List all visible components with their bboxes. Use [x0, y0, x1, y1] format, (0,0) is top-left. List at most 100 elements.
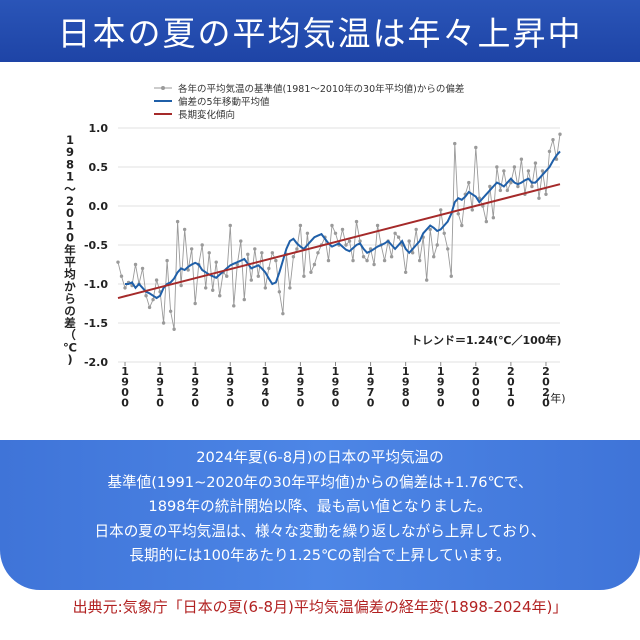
annual-point — [316, 251, 320, 255]
annual-point — [498, 188, 503, 193]
annual-point — [393, 231, 397, 235]
annual-point — [382, 258, 387, 263]
annual-point — [547, 149, 552, 154]
annual-point — [375, 223, 380, 228]
annual-point — [491, 216, 496, 220]
info-line: 基準値(1991~2020年の30年平均値)からの偏差は+1.76℃で、 — [107, 473, 533, 491]
annual-point — [274, 258, 278, 263]
annual-point — [410, 251, 415, 255]
annual-point — [242, 297, 246, 302]
annual-point — [123, 286, 127, 290]
series-moving-average — [125, 150, 561, 300]
annual-point — [179, 283, 183, 288]
annual-point — [460, 223, 464, 228]
annual-point — [140, 266, 145, 271]
y-axis-label: 1 9 8 1 ～ 2 0 1 0 年平均からの差（℃) — [63, 133, 77, 367]
annual-point — [558, 132, 562, 136]
annual-point — [396, 235, 401, 239]
annual-point — [147, 305, 152, 310]
info-panel: 2024年夏(6-8月)の日本の平均気温の 基準値(1991~2020年の30年… — [0, 440, 640, 590]
legend-label: 各年の平均気温の基準値(1981〜2010年の30年平均値)からの偏差 — [178, 83, 464, 95]
annual-point — [495, 165, 499, 169]
annual-point — [302, 274, 306, 278]
annual-point — [361, 255, 366, 259]
annual-point — [526, 169, 531, 173]
annual-point — [165, 258, 169, 263]
y-tick-label: -2.0 — [84, 356, 108, 369]
annual-point — [544, 192, 548, 196]
annual-point — [540, 169, 545, 173]
annual-point — [267, 266, 271, 271]
annual-point — [168, 309, 173, 313]
annual-point — [365, 258, 369, 263]
y-tick-label: 0.5 — [89, 161, 109, 174]
annual-point — [428, 227, 432, 232]
info-text: 2024年夏(6-8月)の日本の平均気温の 基準値(1991~2020年の30年… — [0, 446, 640, 569]
info-line: 日本の夏の平均気温は、様々な変動を繰り返しながら上昇しており、 — [94, 522, 546, 540]
annual-point — [456, 212, 460, 216]
annual-point — [182, 227, 187, 232]
annual-point — [488, 184, 492, 189]
info-line: 長期的には100年あたり1.25℃の割合で上昇しています。 — [129, 547, 511, 564]
info-line: 1898年の統計開始以降、最も高い値となりました。 — [148, 498, 492, 515]
annual-point — [175, 219, 180, 224]
annual-line — [117, 134, 561, 330]
annual-point — [281, 311, 285, 316]
annual-point — [189, 247, 194, 251]
annual-point — [389, 255, 394, 259]
legend-label: 長期変化傾向 — [178, 109, 235, 121]
annual-point — [203, 286, 208, 290]
annual-point — [263, 286, 268, 290]
annual-point — [551, 138, 555, 142]
annual-point — [200, 243, 204, 247]
chart-area: 1 9 8 1 ～ 2 0 1 0 年平均からの差（℃) 1.0 0.5 0.0 -0.5 -1.0 -1.… — [0, 62, 640, 440]
grid — [118, 127, 560, 366]
annual-point — [403, 270, 408, 274]
temperature-chart: 1 9 8 1 ～ 2 0 1 0 年平均からの差（℃) 1.0 0.5 0.0 -0.5 -1.0 -1.… — [63, 83, 566, 410]
annual-point — [239, 239, 243, 243]
trend-line — [117, 183, 561, 300]
annual-point — [270, 251, 275, 255]
annual-point — [533, 161, 538, 165]
page-title: 日本の夏の平均気温は年々上昇中 — [57, 14, 583, 53]
annual-point — [154, 278, 159, 282]
annual-point — [207, 251, 211, 255]
series-trend — [117, 183, 561, 300]
annual-point — [333, 231, 338, 235]
annual-point — [305, 231, 310, 235]
annual-point — [326, 258, 331, 263]
annual-point — [218, 294, 222, 298]
annual-point — [519, 157, 524, 161]
annual-point — [484, 219, 489, 224]
annual-point — [509, 180, 513, 185]
moving-average-line — [125, 150, 561, 300]
legend-marker-annual — [161, 86, 165, 90]
legend: 各年の平均気温の基準値(1981〜2010年の30年平均値)からの偏差偏差の5年… — [154, 83, 464, 121]
annual-point — [505, 188, 510, 193]
annual-point — [288, 286, 292, 290]
annual-point — [453, 141, 457, 146]
annual-point — [344, 243, 348, 247]
annual-point — [372, 262, 376, 267]
annual-point — [347, 239, 352, 243]
annual-point — [225, 274, 229, 278]
annual-point — [277, 290, 282, 294]
y-tick-labels: 1.0 0.5 0.0 -0.5 -1.0 -1.5 -2.0 — [84, 122, 108, 369]
annual-point — [298, 223, 303, 228]
annual-point — [186, 268, 190, 272]
annual-point — [228, 223, 232, 228]
annual-point — [446, 247, 450, 251]
annual-point — [414, 227, 418, 232]
annual-point — [439, 208, 443, 212]
annual-point — [502, 169, 506, 173]
annual-point — [351, 258, 355, 263]
annual-point — [151, 297, 155, 302]
